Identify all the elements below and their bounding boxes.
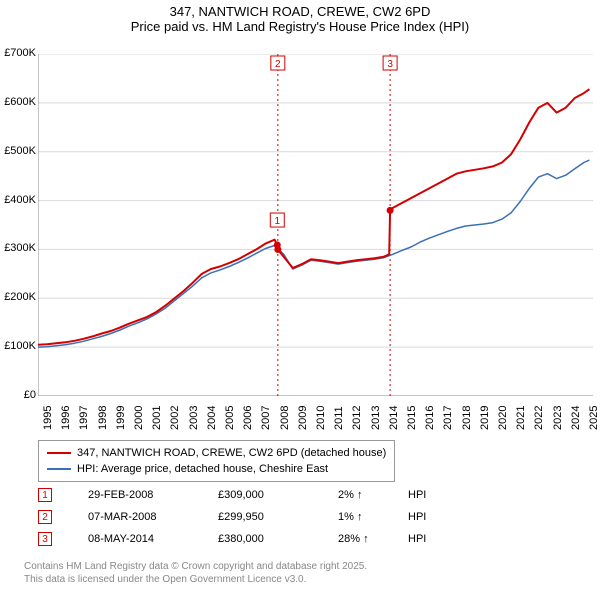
x-tick-label: 2001 [151,406,163,430]
x-tick-label: 2004 [206,406,218,430]
x-tick-label: 2016 [424,406,436,430]
x-tick-label: 2018 [461,406,473,430]
legend-label-2: HPI: Average price, detached house, Ches… [77,461,328,477]
transaction-price: £299,950 [218,511,338,523]
svg-text:3: 3 [387,59,393,70]
x-tick-label: 2020 [497,406,509,430]
transaction-date: 08-MAY-2014 [88,533,218,545]
title-line-2: Price paid vs. HM Land Registry's House … [0,19,600,34]
legend-swatch-1 [47,452,71,454]
legend-item-series-1: 347, NANTWICH ROAD, CREWE, CW2 6PD (deta… [47,445,386,461]
y-tick-label: £300K [0,242,36,254]
transaction-hpi-label: HPI [408,533,438,545]
transaction-row: 3 08-MAY-2014£380,00028%HPI [38,528,438,550]
y-tick-label: £0 [0,389,36,401]
x-tick-label: 2025 [588,406,600,430]
transaction-price: £309,000 [218,489,338,501]
legend-item-series-2: HPI: Average price, detached house, Ches… [47,461,386,477]
x-tick-label: 2005 [224,406,236,430]
chart-title-block: 347, NANTWICH ROAD, CREWE, CW2 6PD Price… [0,0,600,34]
y-tick-label: £600K [0,96,36,108]
y-tick-label: £500K [0,145,36,157]
y-tick-label: £100K [0,340,36,352]
transaction-pct: 28% [338,533,408,545]
svg-text:2: 2 [275,59,281,70]
x-tick-label: 1995 [42,406,54,430]
x-tick-label: 2021 [515,406,527,430]
transactions-table: 129-FEB-2008£309,0002%HPI207-MAR-2008£29… [38,484,438,550]
transaction-pct: 1% [338,511,408,523]
legend-label-1: 347, NANTWICH ROAD, CREWE, CW2 6PD (deta… [77,445,386,461]
transaction-date: 07-MAR-2008 [88,511,218,523]
transaction-pct: 2% [338,489,408,501]
x-tick-label: 2015 [406,406,418,430]
footer-line-1: Contains HM Land Registry data © Crown c… [24,560,367,573]
transaction-row: 2 07-MAR-2008£299,9501%HPI [38,506,438,528]
x-tick-label: 2014 [388,406,400,430]
x-tick-label: 2006 [242,406,254,430]
x-tick-label: 2008 [279,406,291,430]
x-axis-labels: 1995 1996 1997 1998 1999 2000 2001 2002 2003 2004… [38,398,593,438]
x-tick-label: 2000 [133,406,145,430]
transaction-hpi-label: HPI [408,511,438,523]
title-line-1: 347, NANTWICH ROAD, CREWE, CW2 6PD [0,4,600,19]
x-tick-label: 2003 [188,406,200,430]
transaction-marker: 2 [38,510,52,524]
transaction-marker: 1 [38,488,52,502]
x-tick-label: 2019 [479,406,491,430]
x-tick-label: 2012 [351,406,363,430]
transaction-price: £380,000 [218,533,338,545]
y-tick-label: £200K [0,291,36,303]
svg-text:1: 1 [275,216,281,227]
x-tick-label: 2010 [315,406,327,430]
x-tick-label: 2017 [442,406,454,430]
x-tick-label: 2002 [169,406,181,430]
x-tick-label: 2024 [570,406,582,430]
x-tick-label: 1996 [60,406,72,430]
footer-line-2: This data is licensed under the Open Gov… [24,573,367,586]
footer-attribution: Contains HM Land Registry data © Crown c… [24,560,367,586]
y-tick-label: £400K [0,194,36,206]
x-tick-label: 2009 [297,406,309,430]
x-tick-label: 2011 [333,406,345,430]
chart-plot-area: 1 2 3 [38,54,593,396]
x-tick-label: 1999 [115,406,127,430]
chart-svg: 1 2 3 [38,54,593,396]
x-tick-label: 1998 [97,406,109,430]
x-tick-label: 2007 [260,406,272,430]
transaction-marker: 3 [38,532,52,546]
transaction-hpi-label: HPI [408,489,438,501]
x-tick-label: 2022 [533,406,545,430]
legend-swatch-2 [47,468,71,470]
x-tick-label: 1997 [78,406,90,430]
x-tick-label: 2013 [370,406,382,430]
transaction-row: 1 29-FEB-2008£309,0002%HPI [38,484,438,506]
transaction-date: 29-FEB-2008 [88,489,218,501]
y-tick-label: £700K [0,47,36,59]
x-tick-label: 2023 [552,406,564,430]
legend-box: 347, NANTWICH ROAD, CREWE, CW2 6PD (deta… [38,440,395,482]
